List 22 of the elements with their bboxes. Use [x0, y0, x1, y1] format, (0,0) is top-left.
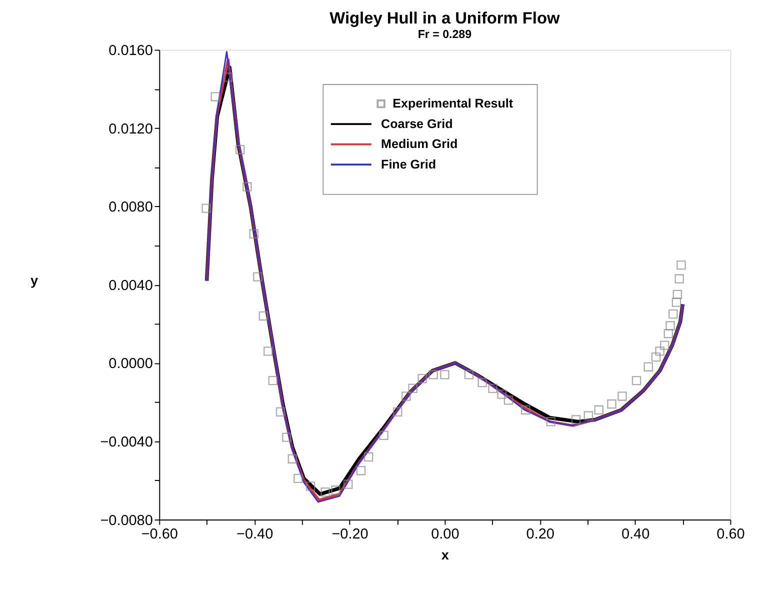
- y-tick-label: −0.0080: [100, 512, 153, 529]
- y-tick-label: −0.0040: [100, 434, 153, 451]
- legend-label: Experimental Result: [392, 96, 514, 111]
- x-tick-label: −0.40: [236, 526, 274, 542]
- legend-label: Coarse Grid: [381, 116, 453, 131]
- y-tick-label: 0.0000: [108, 356, 153, 372]
- x-tick-label: 0.60: [716, 526, 745, 542]
- x-tick-label: −0.20: [332, 526, 368, 542]
- x-tick-label: 0.20: [526, 526, 554, 542]
- y-tick-label: 0.0080: [108, 200, 153, 216]
- x-tick-label: 0.40: [621, 526, 650, 542]
- x-axis-title: x: [441, 548, 450, 563]
- y-axis-title: y: [30, 273, 38, 288]
- chart-subtitle: Fr = 0.289: [418, 29, 472, 42]
- y-tick-label: 0.0160: [108, 43, 153, 60]
- x-tick-label: −0.60: [141, 526, 178, 542]
- x-tick-label: 0.00: [431, 526, 460, 542]
- legend-label: Fine Grid: [381, 157, 436, 172]
- legend-label: Medium Grid: [381, 137, 458, 152]
- y-tick-label: 0.0120: [108, 121, 153, 138]
- y-tick-label: 0.0040: [108, 278, 153, 294]
- chart-title: Wigley Hull in a Uniform Flow: [330, 10, 560, 28]
